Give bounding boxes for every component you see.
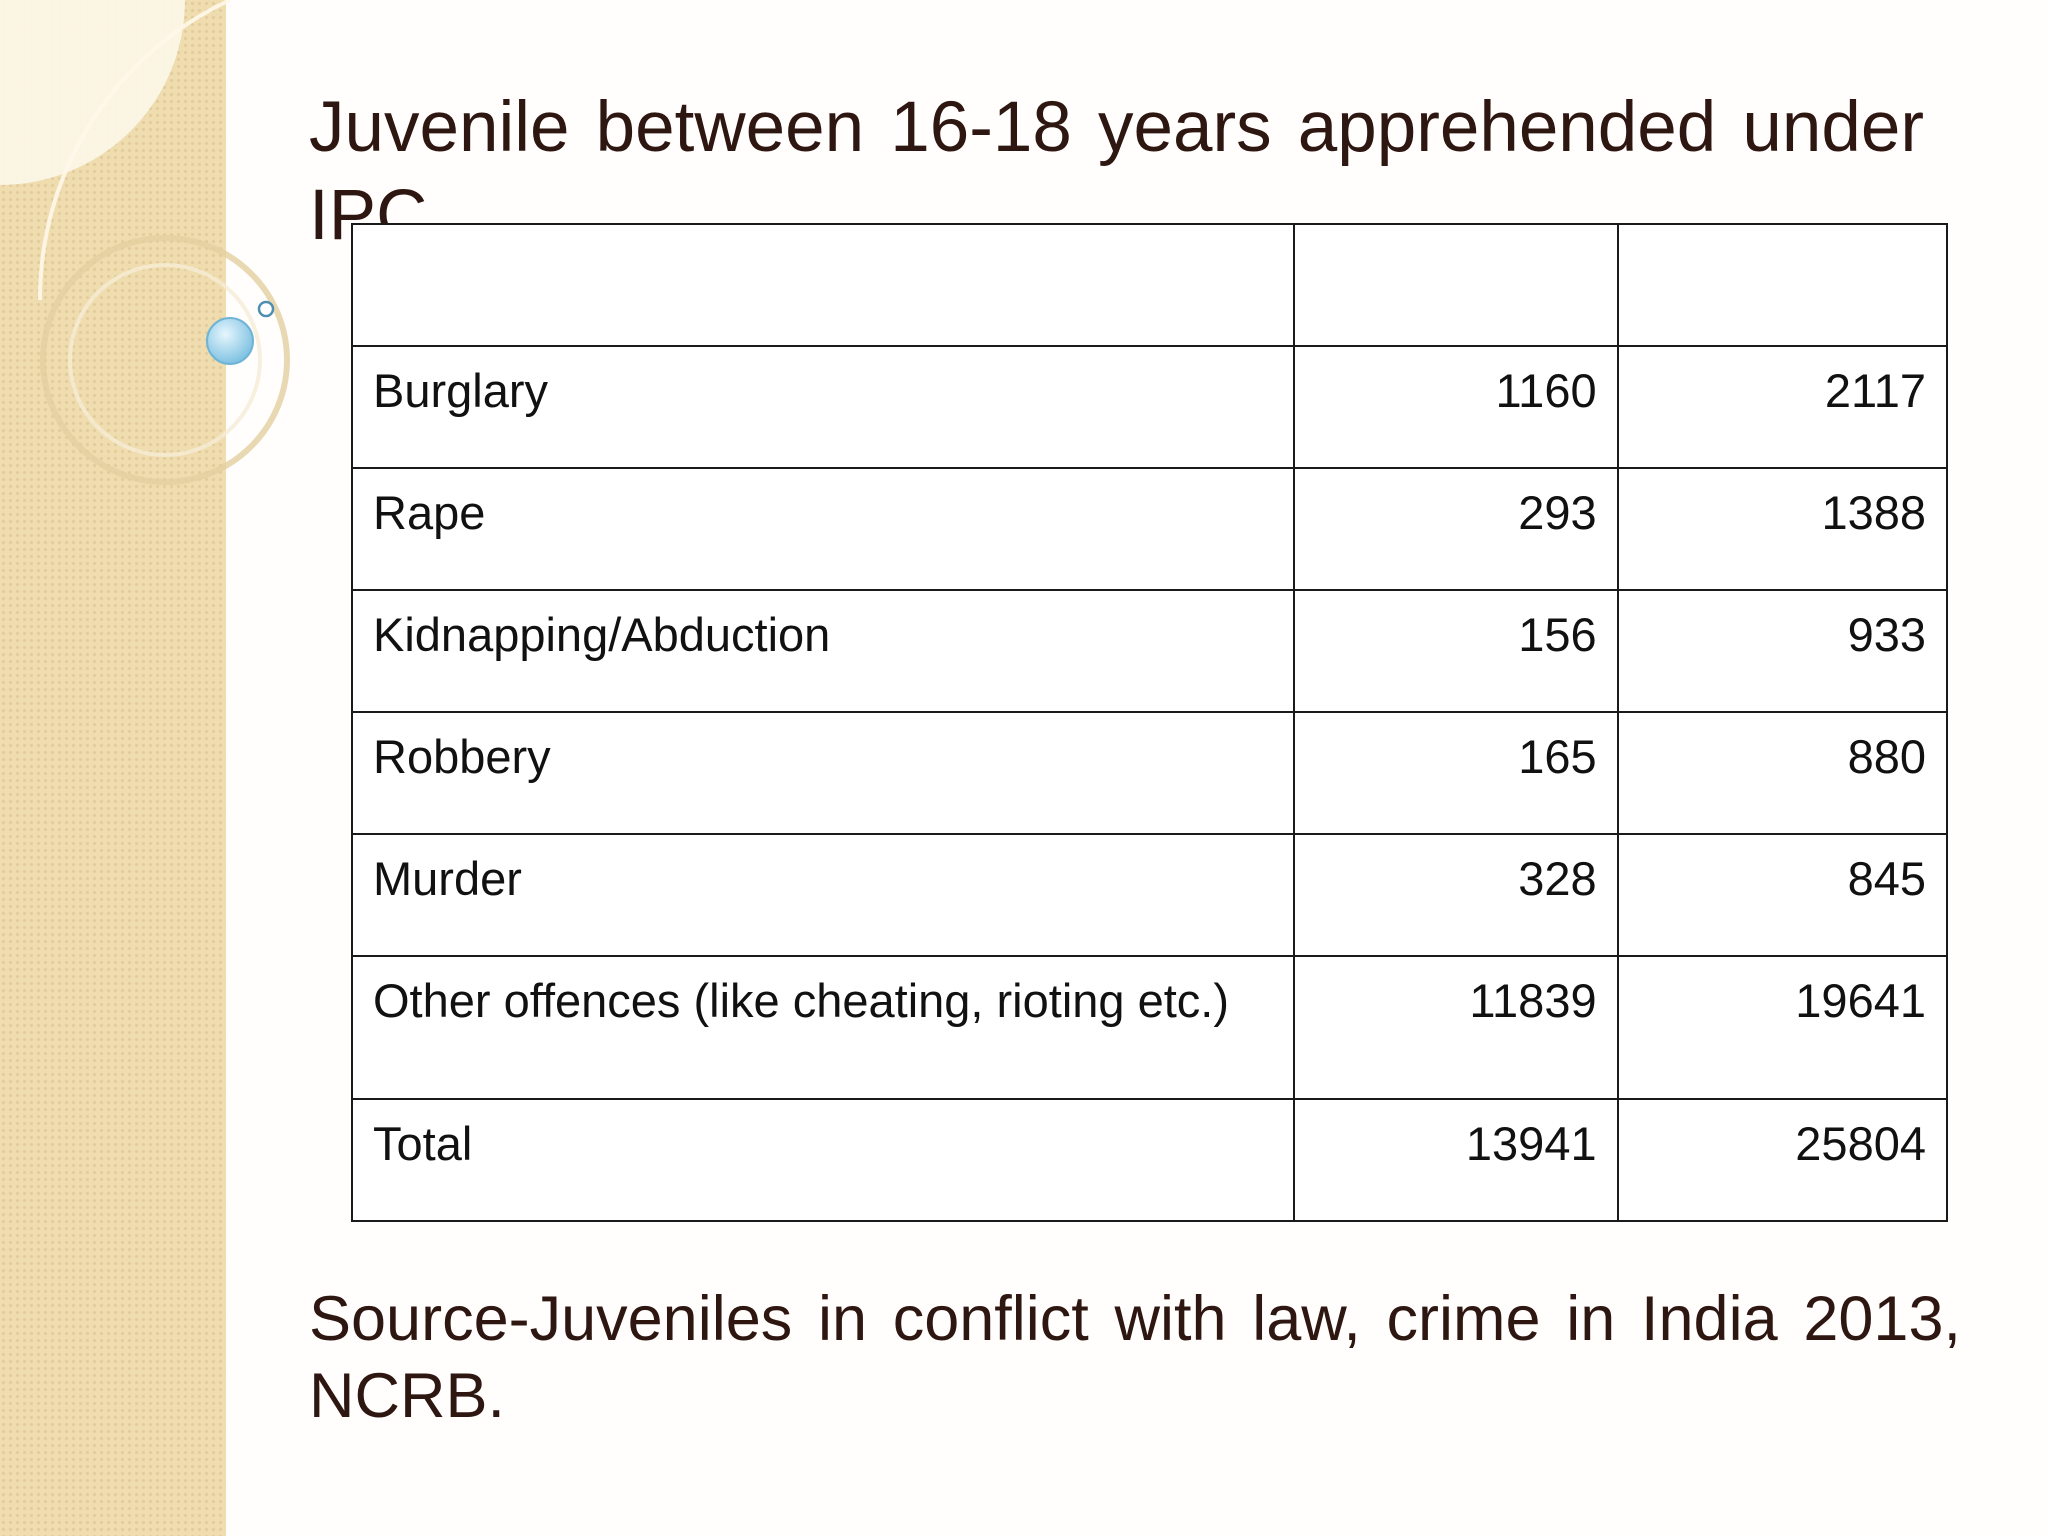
value-cell: 25804 — [1616, 1098, 1949, 1222]
header-cell — [1616, 223, 1949, 347]
value-cell: 165 — [1292, 711, 1619, 835]
table-row: Robbery 165 880 — [351, 711, 1949, 835]
offence-table: Burglary 1160 2117 Rape 293 1388 Kidnapp… — [351, 223, 1949, 1222]
offence-cell: Robbery — [351, 711, 1295, 835]
table-row: Other offences (like cheating, rioting e… — [351, 955, 1949, 1100]
value-cell: 845 — [1616, 833, 1949, 957]
offence-cell: Kidnapping/Abduction — [351, 589, 1295, 713]
table-row: Murder 328 845 — [351, 833, 1949, 957]
value-cell: 880 — [1616, 711, 1949, 835]
header-cell — [1292, 223, 1619, 347]
offence-cell: Murder — [351, 833, 1295, 957]
decorative-side-strip — [0, 0, 226, 1536]
value-cell: 1160 — [1292, 345, 1619, 469]
small-bubble — [257, 300, 275, 318]
table-total-row: Total 13941 25804 — [351, 1098, 1949, 1222]
offence-cell: Total — [351, 1098, 1295, 1222]
source-note: Source-Juveniles in conflict with law, c… — [309, 1284, 1961, 1431]
table-row: Burglary 1160 2117 — [351, 345, 1949, 469]
offence-cell: Other offences (like cheating, rioting e… — [351, 955, 1295, 1100]
value-cell: 293 — [1292, 467, 1619, 591]
value-cell: 933 — [1616, 589, 1949, 713]
value-cell: 11839 — [1292, 955, 1619, 1100]
value-cell: 13941 — [1292, 1098, 1619, 1222]
value-cell: 328 — [1292, 833, 1619, 957]
value-cell: 1388 — [1616, 467, 1949, 591]
value-cell: 2117 — [1616, 345, 1949, 469]
table-row: Rape 293 1388 — [351, 467, 1949, 591]
value-cell: 156 — [1292, 589, 1619, 713]
offence-cell: Burglary — [351, 345, 1295, 469]
value-cell: 19641 — [1616, 955, 1949, 1100]
table-header-row — [351, 223, 1949, 347]
table-row: Kidnapping/Abduction 156 933 — [351, 589, 1949, 713]
slide-title: Juvenile between 16-18 years apprehended… — [309, 88, 1924, 255]
offence-cell: Rape — [351, 467, 1295, 591]
header-cell — [351, 223, 1295, 347]
